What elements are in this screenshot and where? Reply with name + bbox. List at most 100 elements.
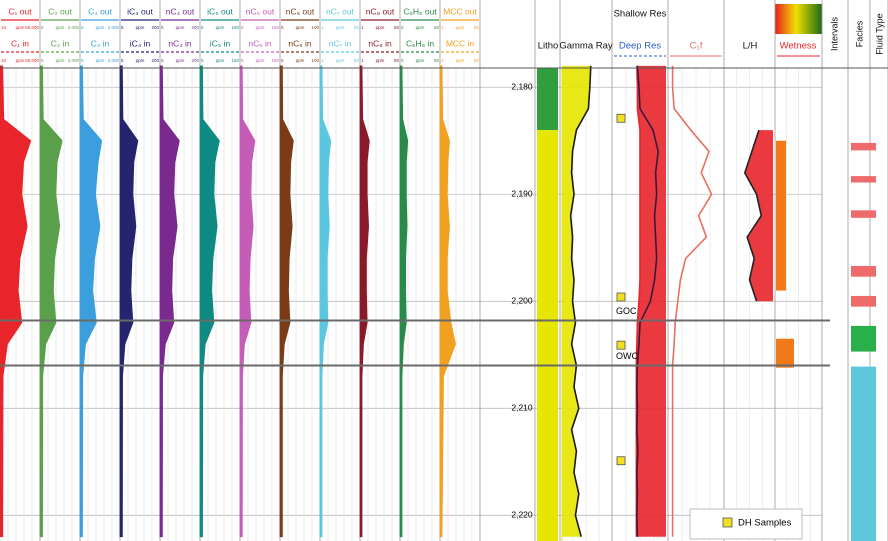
scale-max: 2,000 — [108, 58, 120, 63]
scale-min: 5 — [281, 25, 284, 30]
gas-curve — [239, 65, 256, 538]
track-label: nC₈ in — [368, 38, 392, 48]
track-label: nC₇ in — [329, 38, 352, 48]
track-label: C₂ out — [48, 6, 72, 16]
track-label: nC₇ out — [326, 6, 355, 16]
track-label: MCC in — [446, 38, 475, 48]
litho-interval — [537, 130, 558, 541]
scale-unit: ppm — [56, 25, 65, 30]
track-title: Gamma Ray — [559, 41, 613, 52]
scale-unit: ppm — [296, 58, 305, 63]
scale-min: 0 — [401, 58, 404, 63]
track-label: C₁ out — [8, 6, 32, 16]
fluid-interval — [851, 142, 876, 151]
gas-curve — [159, 65, 180, 538]
track-title: L/H — [743, 41, 758, 52]
track-label: iC₄ in — [130, 38, 151, 48]
fluid-interval — [851, 295, 876, 307]
scale-unit: ppm — [336, 58, 345, 63]
track-label: MCC out — [443, 6, 477, 16]
depth-label: 2,190 — [511, 189, 533, 199]
scale-unit: ppm — [256, 25, 265, 30]
fluid-label: Water — [878, 452, 885, 471]
scale-min: 10 — [1, 25, 7, 30]
scale-unit: ppm — [376, 58, 385, 63]
scale-max: 50 — [354, 25, 360, 30]
depth-label: 2,180 — [511, 82, 533, 92]
gas-curve — [39, 65, 63, 538]
depth-label: 2,200 — [511, 296, 533, 306]
track-label: C₆H₆ out — [403, 6, 437, 16]
scale-min: 5 — [41, 25, 44, 30]
scale-min: 5 — [161, 25, 164, 30]
scale-max: 200 — [191, 58, 199, 63]
gas-curve — [439, 65, 456, 538]
track-label: nC₅ out — [246, 6, 275, 16]
fluid-interval — [851, 366, 876, 541]
scale-max: 100 — [311, 58, 319, 63]
scale-min: 5 — [201, 58, 204, 63]
track-title: Wetness — [780, 41, 817, 52]
scale-max: 50 — [394, 25, 400, 30]
track-label: iC₅ out — [207, 6, 233, 16]
scale-unit: ppm — [456, 25, 465, 30]
scale-unit: ppm — [136, 25, 145, 30]
track-title: Litho — [538, 41, 559, 52]
scale-unit: ppm — [16, 58, 25, 63]
scale-max: 150 — [231, 58, 239, 63]
scale-min: 5 — [241, 25, 244, 30]
scale-unit: ppm — [216, 58, 225, 63]
gas-curve — [79, 65, 103, 538]
scale-unit: ppm — [416, 58, 425, 63]
scale-max: 50 — [474, 58, 480, 63]
scale-unit: ppm — [96, 25, 105, 30]
track-label: nC₈ out — [366, 6, 395, 16]
fluid-label: Oil — [878, 334, 885, 343]
shallow-res-curve — [635, 65, 641, 537]
marks: Gas Oil Water GOC OWC — [0, 65, 885, 541]
scale-min: 2 — [441, 25, 444, 30]
track-title: Deep Res — [619, 41, 661, 52]
gas-curve — [279, 65, 294, 538]
scale-unit: ppm — [136, 58, 145, 63]
track-label: C₃ in — [91, 38, 110, 48]
scale-min: 5 — [281, 58, 284, 63]
dh-sample — [616, 340, 626, 350]
scale-max: 200 — [191, 25, 199, 30]
scale-max: 150 — [231, 25, 239, 30]
gamma-ray-curve-fill — [562, 65, 591, 537]
track-label: C₆H₆ in — [406, 38, 434, 48]
fluid-interval — [851, 210, 876, 218]
track-title: C₁f — [690, 41, 703, 52]
scale-max: 100 — [311, 25, 319, 30]
track-label: C₃ out — [88, 6, 112, 16]
scale-unit: ppm — [416, 25, 425, 30]
scale-min: 1 — [361, 58, 364, 63]
scale-max: 50 — [354, 58, 360, 63]
track-title: Facies — [854, 20, 864, 47]
gas-curve — [399, 65, 409, 538]
litho-interval — [537, 68, 558, 131]
scale-min: 5 — [241, 58, 244, 63]
scale-max: 200 — [151, 58, 159, 63]
gas-curve — [199, 65, 220, 538]
wetness-block — [776, 338, 794, 368]
scale-max: 50 — [434, 25, 440, 30]
wetness-block — [776, 140, 786, 291]
scale-max: 50 — [434, 58, 440, 63]
contact-label: GOC — [616, 306, 637, 316]
scale-min: 0 — [401, 25, 404, 30]
gamma-ray-curve — [569, 65, 592, 537]
track-label: iC₄ out — [127, 6, 153, 16]
fluid-label: Gas — [878, 219, 885, 232]
track-label: nC₄ in — [168, 38, 192, 48]
scale-unit: ppm — [96, 58, 105, 63]
dh-sample — [616, 456, 626, 466]
scale-min: 5 — [161, 58, 164, 63]
track-label: nC₆ out — [286, 6, 315, 16]
gas-curve — [319, 65, 332, 538]
scale-unit: ppm — [336, 25, 345, 30]
scale-min: 5 — [201, 25, 204, 30]
